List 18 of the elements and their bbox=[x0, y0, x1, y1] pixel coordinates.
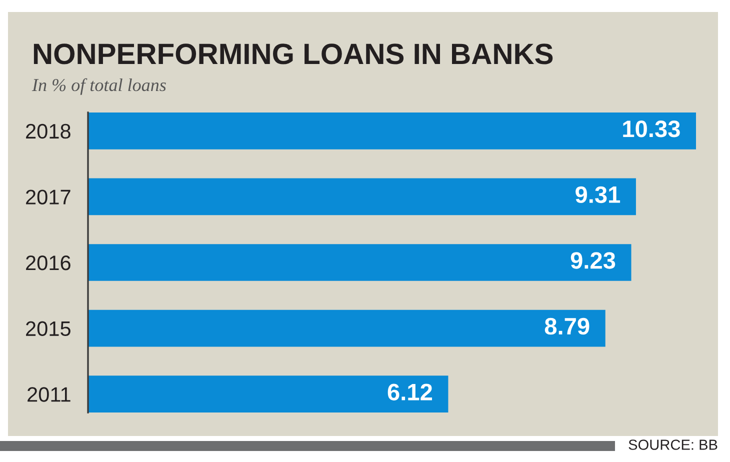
y-tick-label: 2017 bbox=[26, 190, 70, 204]
bar bbox=[88, 310, 606, 347]
data-label: 9.31 bbox=[576, 186, 620, 204]
chart-subtitle: In % of total loans bbox=[32, 78, 166, 95]
data-label: 9.23 bbox=[570, 252, 616, 269]
bar bbox=[88, 244, 632, 281]
y-tick-label: 2011 bbox=[28, 387, 70, 402]
chart-title: NONPERFORMING LOANS IN BANKS bbox=[34, 44, 553, 64]
bar bbox=[88, 112, 696, 150]
data-label: 10.33 bbox=[623, 120, 680, 138]
y-tick-label: 2015 bbox=[26, 321, 70, 336]
y-tick-label: 2016 bbox=[26, 256, 70, 270]
source-note: SOURCE: BB bbox=[628, 440, 718, 450]
data-label: 8.79 bbox=[544, 318, 590, 335]
bar bbox=[88, 178, 636, 216]
bar bbox=[88, 376, 448, 413]
data-label: 6.12 bbox=[388, 384, 432, 400]
y-tick-label: 2018 bbox=[26, 124, 70, 139]
